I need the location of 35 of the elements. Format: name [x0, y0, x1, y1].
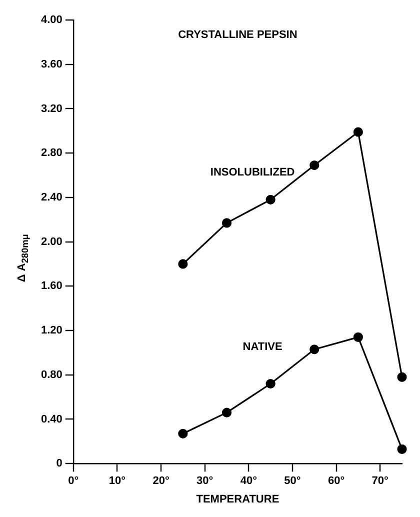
y-tick-label: 1.60: [40, 280, 62, 292]
point: [353, 127, 363, 137]
y-tick-label: 0.80: [40, 368, 62, 381]
x-tick-label: 30°: [196, 475, 214, 488]
y-tick-label: 3.60: [40, 58, 62, 70]
point: [310, 160, 320, 170]
point: [222, 218, 232, 228]
x-tick-label: 10°: [108, 475, 126, 488]
point: [397, 372, 407, 382]
y-tick-label: 3.20: [40, 102, 62, 115]
text: CRYSTALLINE PEPSIN: [178, 29, 298, 41]
x-tick-label: 70°: [372, 475, 388, 488]
y-tick-label: 0: [56, 458, 62, 470]
point: [266, 194, 276, 204]
point: [397, 444, 407, 454]
x-tick-label: 20°: [152, 475, 170, 488]
x-tick-label: 40°: [240, 475, 257, 488]
y-tick-label: 0.40: [40, 413, 62, 426]
series-label: NATIVE: [242, 340, 282, 353]
x-tick-label: 50°: [284, 475, 301, 488]
point: [178, 259, 188, 269]
point: [353, 332, 363, 342]
y-tick-label: 1.20: [40, 324, 62, 337]
point: [222, 408, 232, 418]
y-tick-label: 4.00: [40, 14, 62, 26]
y-tick-label: 2.00: [40, 236, 62, 248]
x-tick-label: 60°: [328, 475, 345, 488]
y-tick-label: 2.40: [40, 191, 62, 204]
point: [266, 378, 276, 389]
x-axis-title: TEMPERATURE: [196, 493, 280, 506]
y-tick-label: 2.80: [40, 147, 62, 160]
point: [310, 344, 320, 354]
series-label: INSOLUBILIZED: [210, 166, 295, 179]
x-tick-label: 0°: [68, 475, 79, 488]
point: [178, 428, 188, 438]
